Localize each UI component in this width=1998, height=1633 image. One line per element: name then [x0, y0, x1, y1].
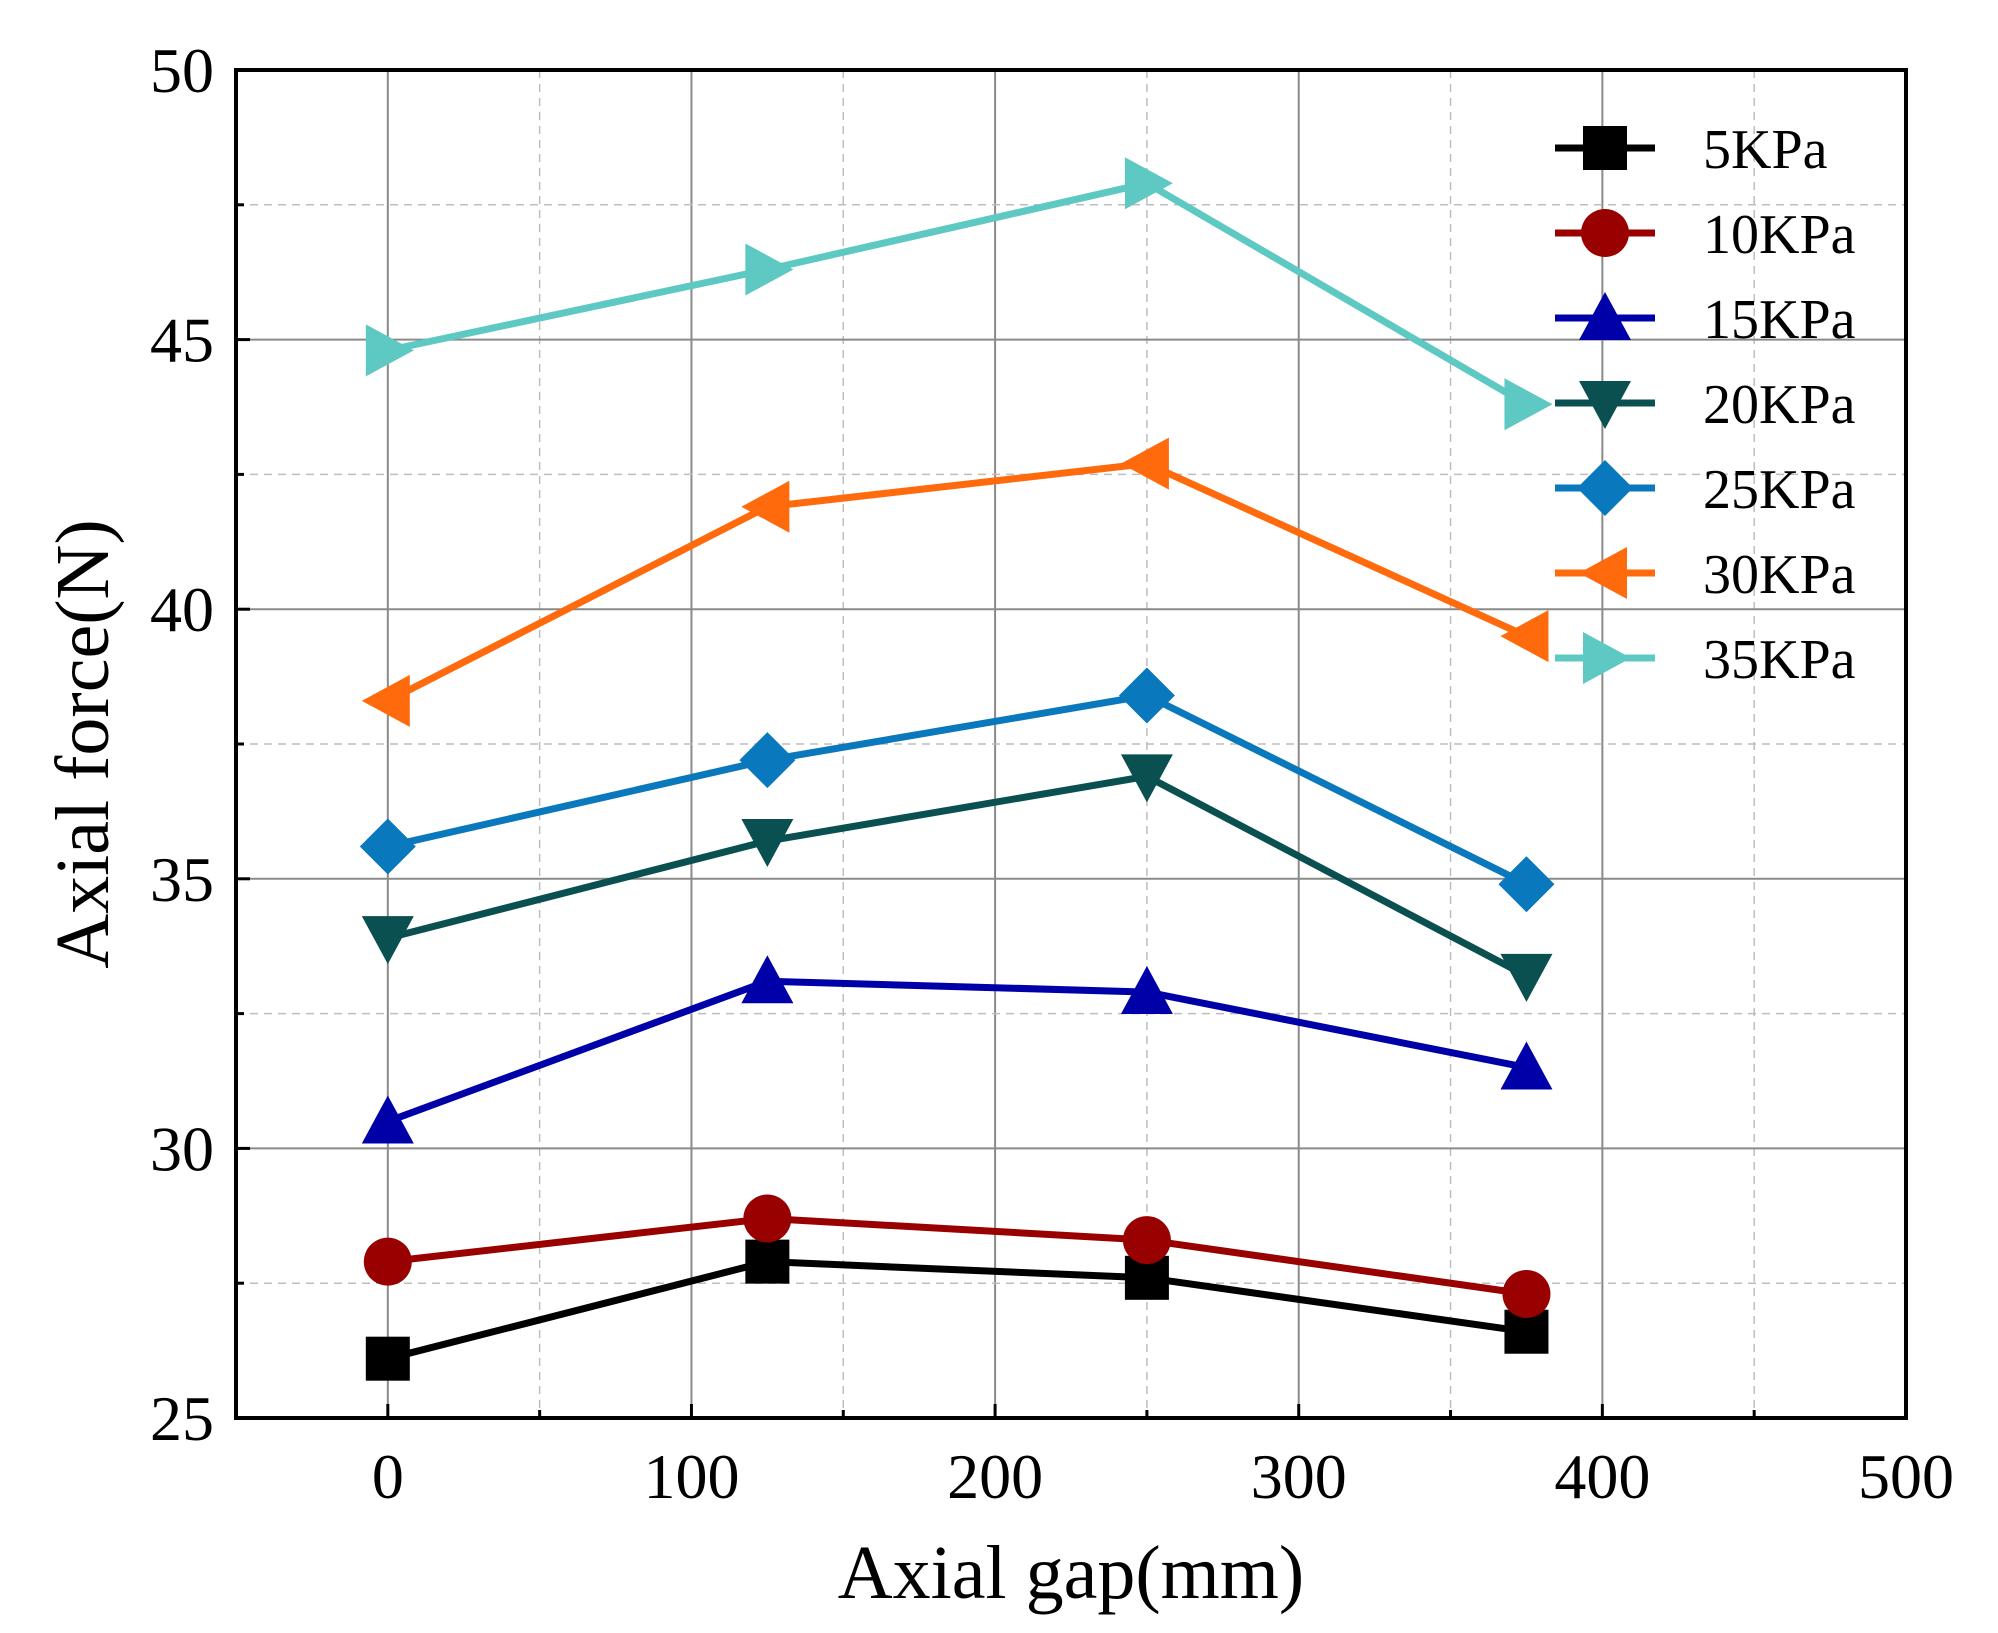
legend-label: 35KPa [1703, 629, 1856, 691]
legend-marker [1579, 547, 1627, 599]
legend-marker [1579, 381, 1631, 429]
data-point [1122, 1216, 1171, 1265]
data-point [1502, 1269, 1551, 1318]
series-35KPa [365, 157, 1553, 431]
legend-item: 5KPa [1555, 119, 1828, 181]
legend-item: 25KPa [1555, 459, 1856, 521]
data-point [745, 243, 794, 296]
data-point [739, 732, 796, 789]
legend-item: 20KPa [1555, 374, 1856, 436]
legend-marker [1581, 209, 1629, 257]
series-20KPa [361, 754, 1553, 1002]
series-30KPa [361, 437, 1549, 727]
legend-label: 25KPa [1703, 459, 1856, 521]
data-point [745, 1239, 790, 1284]
x-axis-label: Axial gap(mm) [838, 1531, 1304, 1615]
data-point [1120, 437, 1169, 490]
legend: 5KPa 10KPa 15KPa 20KPa 25KPa 30KPa 35KPa [1555, 119, 1856, 691]
series-10KPa [363, 1194, 1551, 1318]
ticks: 0 100 200 300 400 500 25 30 35 40 45 50 [150, 35, 1954, 1512]
data-point [363, 1237, 412, 1286]
series-line [386, 772, 1529, 979]
series-25KPa [359, 667, 1555, 913]
y-tick-label: 30 [150, 1113, 214, 1184]
legend-item: 30KPa [1555, 544, 1856, 606]
data-point [361, 674, 410, 727]
x-tick-label: 0 [372, 1441, 404, 1512]
series-line [387, 179, 1529, 408]
series-layer [359, 157, 1555, 1381]
series-15KPa [361, 955, 1553, 1144]
data-point [741, 955, 794, 1004]
legend-marker [1579, 292, 1631, 340]
x-tick-label: 100 [643, 1441, 739, 1512]
series-line [387, 1214, 1527, 1298]
y-axis-label: Axial force(N) [41, 519, 125, 968]
y-tick-label: 50 [150, 35, 214, 106]
data-point [359, 818, 416, 875]
legend-label: 10KPa [1703, 204, 1856, 266]
legend-marker [1583, 632, 1631, 684]
data-point [1124, 157, 1173, 210]
data-point [1120, 966, 1173, 1015]
legend-label: 30KPa [1703, 544, 1856, 606]
data-point [1118, 667, 1175, 724]
x-tick-label: 400 [1554, 1441, 1650, 1512]
series-line [386, 977, 1528, 1125]
x-tick-label: 200 [947, 1441, 1043, 1512]
data-point [1500, 1041, 1553, 1090]
data-point [1500, 610, 1549, 663]
legend-label: 15KPa [1703, 289, 1856, 351]
data-point [361, 916, 414, 965]
series-line [386, 460, 1528, 704]
data-point [1120, 754, 1173, 803]
data-point [365, 324, 414, 377]
legend-label: 5KPa [1703, 119, 1828, 181]
data-point [1500, 953, 1553, 1002]
data-point [1504, 378, 1553, 431]
data-point [361, 1095, 414, 1144]
y-tick-label: 45 [150, 305, 214, 376]
series-line [386, 1258, 1527, 1363]
x-tick-label: 300 [1251, 1441, 1347, 1512]
data-point [743, 1194, 792, 1243]
data-point [741, 819, 794, 868]
y-tick-label: 40 [150, 574, 214, 645]
y-tick-label: 35 [150, 844, 214, 915]
legend-label: 20KPa [1703, 374, 1856, 436]
legend-item: 35KPa [1555, 629, 1856, 691]
data-point [365, 1336, 410, 1381]
legend-item: 15KPa [1555, 289, 1856, 351]
legend-marker [1577, 460, 1633, 516]
series-5KPa [365, 1239, 1549, 1381]
legend-marker [1583, 126, 1627, 170]
y-tick-label: 25 [150, 1383, 214, 1454]
data-point [741, 480, 790, 533]
data-point [1498, 856, 1555, 913]
x-tick-label: 500 [1858, 1441, 1954, 1512]
series-line [387, 691, 1529, 888]
legend-item: 10KPa [1555, 204, 1856, 266]
